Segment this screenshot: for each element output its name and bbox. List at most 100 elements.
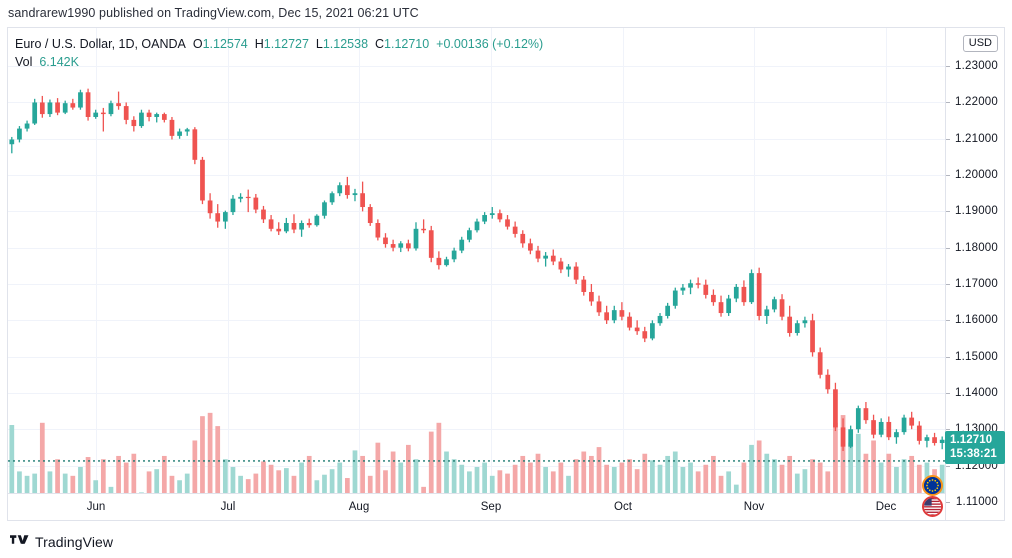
candle-body — [329, 193, 335, 203]
volume-bar — [451, 459, 457, 493]
candle-body — [627, 316, 632, 328]
volume-bar — [116, 455, 121, 493]
volume-bar — [200, 416, 205, 493]
time-tick-label[interactable]: Jun — [86, 501, 106, 513]
candle-body — [93, 112, 99, 117]
candle-body — [833, 389, 838, 428]
volume-bar — [733, 484, 739, 493]
candle-body — [17, 128, 22, 140]
volume-bar — [939, 464, 945, 493]
volume-bar — [177, 480, 182, 493]
volume-bar — [650, 460, 655, 493]
candle-body — [581, 279, 587, 292]
time-scale[interactable]: Jun Jul Aug Sep Oct Nov Dec — [8, 493, 945, 520]
volume-bar — [566, 475, 571, 493]
time-tick-label[interactable]: Dec — [875, 501, 897, 513]
volume-bar — [772, 459, 777, 493]
volume-bar — [421, 486, 426, 493]
candle-body — [413, 228, 419, 249]
time-tick-label[interactable]: Jul — [220, 501, 236, 513]
price-tick-mark — [946, 175, 950, 177]
candle-body — [794, 323, 800, 334]
price-scale[interactable]: USD 1.23000 1.22000 1.21000 1.20000 1.19000 1… — [945, 28, 1005, 520]
volume-bar — [306, 455, 312, 493]
volume-bar — [909, 455, 915, 493]
price-tick-label: 1.14000 — [955, 386, 998, 399]
time-tick-label[interactable]: Nov — [743, 501, 765, 513]
time-tick-label[interactable]: Sep — [480, 501, 502, 513]
price-tick-label: 1.11000 — [955, 495, 998, 508]
gridline-horizontal — [8, 429, 946, 431]
currency-flags — [920, 475, 946, 519]
tradingview-footer[interactable]: TradingView — [10, 533, 113, 551]
candle-body — [169, 119, 175, 136]
candlestick-series — [8, 88, 946, 493]
volume-bar — [726, 471, 732, 493]
candle-body — [70, 103, 76, 108]
candle-body — [268, 219, 274, 229]
gridline-vertical — [359, 28, 360, 493]
candle-body — [200, 159, 205, 201]
volume-bar — [695, 471, 701, 493]
price-tick-label: 1.15000 — [955, 350, 998, 363]
volume-bar — [398, 462, 404, 493]
volume-bar — [268, 464, 274, 493]
volume-bar — [261, 461, 266, 493]
time-tick-label[interactable]: Oct — [614, 501, 632, 513]
volume-bar — [337, 462, 343, 493]
candle-body — [154, 114, 160, 117]
volume-bar — [467, 471, 472, 493]
tradingview-logo-icon — [10, 533, 29, 551]
candle-body — [550, 255, 556, 262]
candle-body — [85, 92, 91, 117]
candle-body — [535, 250, 541, 259]
volume-bar — [825, 471, 831, 493]
volume-bar — [47, 471, 53, 493]
gridline-vertical — [491, 28, 492, 493]
volume-bar — [619, 462, 625, 493]
candle-body — [283, 223, 289, 232]
candle-body — [619, 310, 625, 317]
volume-bar — [627, 459, 632, 493]
price-tick-label: 1.21000 — [955, 132, 998, 145]
gridline-horizontal — [8, 284, 946, 285]
candle-body — [939, 439, 945, 444]
candle-body — [733, 286, 739, 299]
gridline-vertical — [623, 28, 624, 493]
volume-bar — [779, 464, 785, 493]
currency-badge: USD — [962, 35, 998, 52]
candle-body — [611, 310, 617, 321]
candle-body — [756, 273, 762, 316]
candle-body — [192, 129, 198, 160]
price-tick-mark — [946, 66, 950, 68]
candle-body — [657, 315, 663, 324]
candle-body — [749, 273, 754, 303]
volume-bar — [9, 425, 15, 493]
candle-body — [161, 114, 167, 120]
volume-bar — [383, 470, 388, 493]
volume-bar — [169, 475, 175, 493]
candle-body — [78, 92, 83, 108]
candle-body — [108, 103, 114, 115]
plot-area[interactable] — [8, 28, 946, 493]
candle-body — [39, 102, 45, 115]
candle-body — [451, 250, 457, 260]
volume-bar — [863, 453, 869, 493]
volume-bar — [375, 442, 381, 493]
candle-body — [474, 221, 480, 231]
time-tick-label[interactable]: Aug — [348, 501, 370, 513]
volume-bar — [245, 479, 251, 493]
candle-body — [909, 417, 915, 426]
gridline-horizontal — [8, 66, 946, 68]
volume-bar — [459, 464, 465, 493]
candle-body — [383, 237, 388, 245]
candle-body — [62, 103, 68, 113]
volume-bar — [413, 459, 419, 493]
volume-bar — [558, 462, 564, 493]
candle-body — [528, 243, 533, 251]
candle-body — [878, 421, 884, 435]
candle-body — [650, 323, 655, 339]
candle-body — [9, 139, 15, 145]
volume-bar — [817, 462, 823, 493]
candle-body — [360, 193, 365, 208]
